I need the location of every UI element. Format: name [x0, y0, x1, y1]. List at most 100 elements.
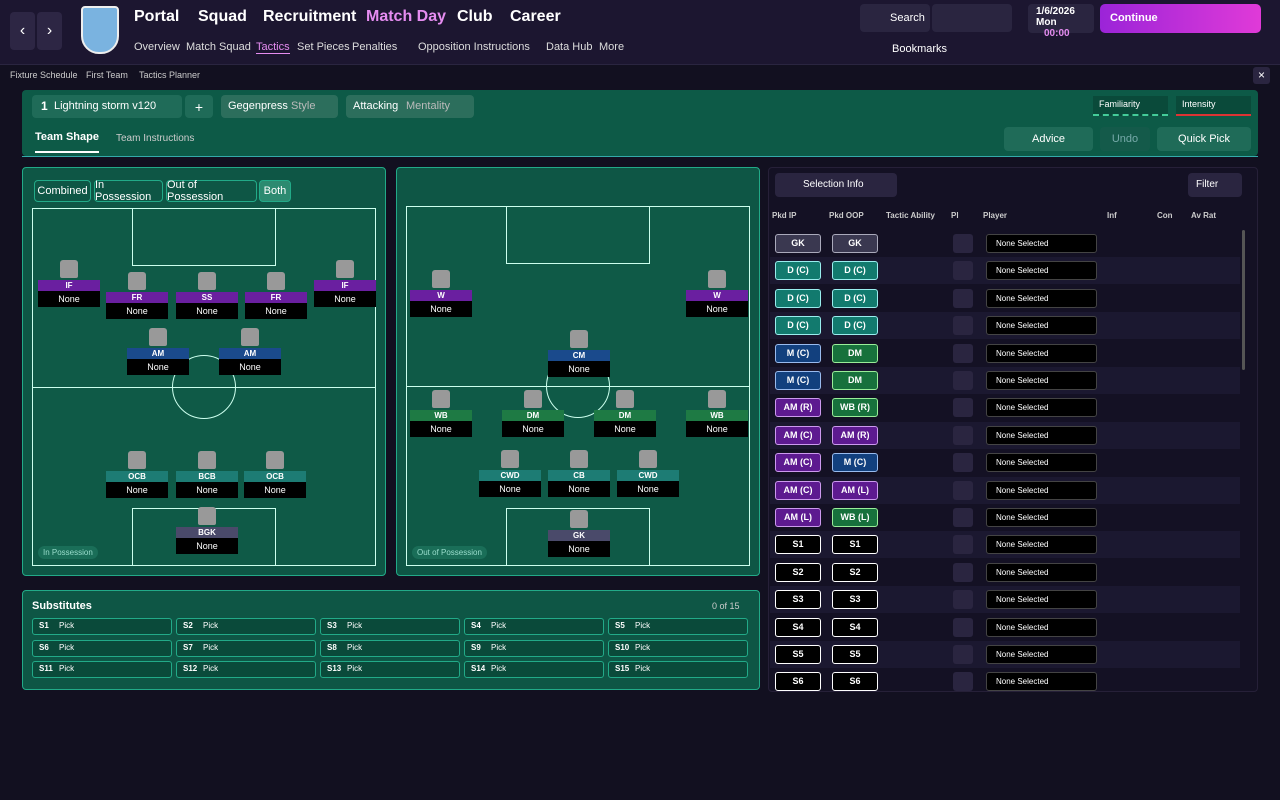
position-badge[interactable]: GK	[832, 234, 878, 253]
filter-button[interactable]: Out of Possession	[166, 179, 257, 203]
position-badge[interactable]: GK	[775, 234, 821, 253]
player-select[interactable]: None Selected	[986, 261, 1097, 281]
sub-slot[interactable]	[176, 618, 316, 635]
player-name[interactable]: None	[106, 303, 168, 319]
player-name[interactable]: None	[410, 301, 472, 317]
role-badge[interactable]: BCB	[176, 471, 238, 482]
position-badge[interactable]: AM (C)	[775, 425, 821, 445]
player-select[interactable]: None Selected	[986, 672, 1097, 692]
role-badge[interactable]: CWD	[479, 470, 541, 481]
player-name[interactable]: None	[410, 421, 472, 437]
role-badge[interactable]: GK	[548, 530, 610, 541]
role-badge[interactable]: OCB	[106, 471, 168, 482]
sub-slot[interactable]	[176, 639, 316, 657]
player-name[interactable]: None	[176, 482, 238, 498]
player-select[interactable]: None Selected	[986, 508, 1097, 527]
role-badge[interactable]: BGK	[176, 527, 238, 538]
player-name[interactable]: None	[176, 538, 238, 554]
main-menu-item[interactable]: Career	[510, 8, 561, 25]
player-select[interactable]: None Selected	[986, 425, 1097, 445]
sub-slot[interactable]	[32, 661, 172, 678]
close-button[interactable]: ×	[1253, 67, 1270, 84]
player-info-icon[interactable]	[953, 480, 973, 500]
player-info-icon[interactable]	[953, 234, 973, 253]
player-select[interactable]: None Selected	[986, 453, 1097, 473]
sub-menu-item[interactable]: Overview	[134, 41, 180, 53]
player-info-icon[interactable]	[953, 617, 973, 637]
tab[interactable]: Team Shape	[35, 131, 99, 153]
position-badge[interactable]: D (C)	[832, 261, 878, 281]
player-select[interactable]: None Selected	[986, 398, 1097, 418]
position-badge[interactable]: M (C)	[775, 371, 821, 390]
position-badge[interactable]: S6	[832, 672, 878, 692]
sub-menu-item[interactable]: Tactics	[256, 41, 290, 54]
position-badge[interactable]: S3	[775, 590, 821, 610]
player-info-icon[interactable]	[953, 425, 973, 445]
role-badge[interactable]: OCB	[244, 471, 306, 482]
position-badge[interactable]: WB (L)	[832, 508, 878, 527]
back-button[interactable]: ‹	[10, 12, 35, 50]
player-info-icon[interactable]	[953, 508, 973, 527]
bookmarks[interactable]: Bookmarks	[892, 43, 948, 55]
position-badge[interactable]: AM (R)	[775, 398, 821, 418]
sub-slot[interactable]	[176, 661, 316, 678]
position-badge[interactable]: AM (L)	[775, 508, 821, 527]
position-badge[interactable]: D (C)	[832, 316, 878, 336]
player-select[interactable]: None Selected	[986, 288, 1097, 308]
player-select[interactable]: None Selected	[986, 562, 1097, 582]
player-info-icon[interactable]	[953, 316, 973, 336]
main-menu-item[interactable]: Club	[457, 8, 493, 25]
position-badge[interactable]: S5	[775, 645, 821, 664]
continue-button[interactable]: Continue	[1100, 4, 1261, 33]
player-info-icon[interactable]	[953, 645, 973, 664]
sub-menu-item[interactable]: Penalties	[352, 41, 398, 53]
player-info-icon[interactable]	[953, 562, 973, 582]
style-select[interactable]	[221, 95, 338, 118]
player-select[interactable]: None Selected	[986, 590, 1097, 610]
advice-button[interactable]: Advice	[1004, 127, 1093, 151]
role-badge[interactable]: AM	[127, 348, 189, 359]
position-badge[interactable]: D (C)	[775, 261, 821, 281]
position-badge[interactable]: S4	[775, 617, 821, 637]
role-badge[interactable]: FR	[245, 292, 307, 303]
sub-slot[interactable]	[608, 639, 748, 657]
main-menu-item[interactable]: Match Day	[366, 8, 447, 25]
quick-icons[interactable]	[932, 4, 1012, 32]
player-select[interactable]: None Selected	[986, 535, 1097, 555]
sub-slot[interactable]	[32, 618, 172, 635]
player-name[interactable]: None	[127, 359, 189, 375]
position-badge[interactable]: M (C)	[832, 453, 878, 473]
breadcrumb-item[interactable]: First Team	[86, 70, 128, 80]
player-name[interactable]: None	[176, 303, 238, 319]
player-name[interactable]: None	[686, 421, 748, 437]
player-info-icon[interactable]	[953, 453, 973, 473]
main-menu-item[interactable]: Portal	[134, 8, 180, 25]
breadcrumb-item[interactable]: Fixture Schedule	[10, 70, 78, 80]
player-name[interactable]: None	[548, 361, 610, 377]
player-select[interactable]: None Selected	[986, 617, 1097, 637]
role-badge[interactable]: DM	[594, 410, 656, 421]
player-name[interactable]: None	[686, 301, 748, 317]
player-select[interactable]: None Selected	[986, 316, 1097, 336]
role-badge[interactable]: CWD	[617, 470, 679, 481]
position-badge[interactable]: S6	[775, 672, 821, 692]
player-name[interactable]: None	[219, 359, 281, 375]
role-badge[interactable]: DM	[502, 410, 564, 421]
position-badge[interactable]: D (C)	[832, 288, 878, 308]
player-info-icon[interactable]	[953, 343, 973, 363]
player-name[interactable]: None	[245, 303, 307, 319]
mentality-select[interactable]	[346, 95, 474, 118]
sub-slot[interactable]	[32, 639, 172, 657]
tab[interactable]: Team Instructions	[116, 133, 195, 144]
main-menu-item[interactable]: Recruitment	[263, 8, 357, 25]
player-name[interactable]: None	[617, 481, 679, 497]
position-badge[interactable]: AM (C)	[775, 453, 821, 473]
position-badge[interactable]: AM (L)	[832, 480, 878, 500]
selection-info-button[interactable]: Selection Info	[775, 173, 897, 197]
player-select[interactable]: None Selected	[986, 343, 1097, 363]
filter-button[interactable]: In Possession	[94, 179, 163, 203]
sub-slot[interactable]	[320, 661, 460, 678]
sub-menu-item[interactable]: Opposition Instructions	[418, 41, 530, 53]
sub-menu-item[interactable]: Set Pieces	[297, 41, 350, 53]
forward-button[interactable]: ›	[37, 12, 62, 50]
